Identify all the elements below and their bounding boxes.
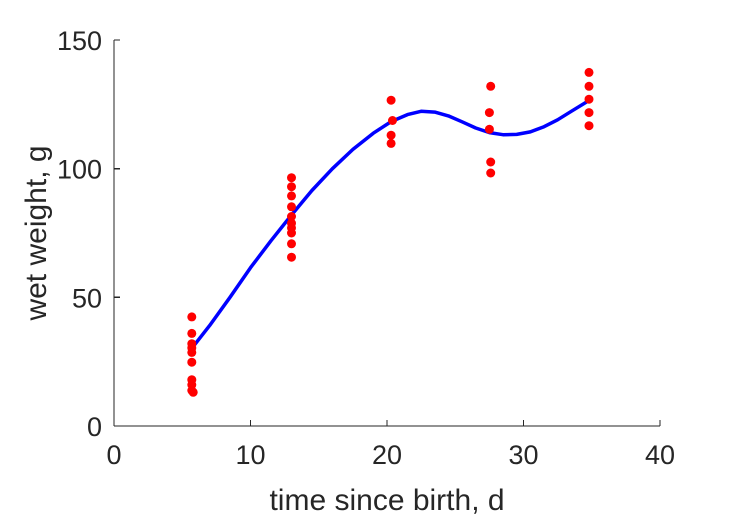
y-tick-label: 0 <box>87 412 102 442</box>
ticks: 0 10 20 30 40 0 50 100 150 <box>57 26 675 470</box>
data-point <box>287 239 296 249</box>
axes <box>113 40 660 427</box>
data-point <box>287 252 296 262</box>
data-point <box>484 108 494 118</box>
data-point <box>188 387 198 397</box>
data-point <box>287 182 296 192</box>
data-point <box>584 94 594 104</box>
data-point <box>486 81 496 91</box>
y-tick-label: 50 <box>72 283 102 313</box>
series-layer <box>187 67 594 397</box>
data-point <box>484 124 494 134</box>
x-tick-label: 30 <box>508 440 538 470</box>
x-tick-label: 20 <box>372 440 402 470</box>
fit-curve-line <box>190 98 591 351</box>
x-tick-label: 10 <box>235 440 265 470</box>
data-point <box>386 130 396 140</box>
data-point <box>486 168 496 178</box>
data-point <box>187 347 197 357</box>
data-point <box>584 121 594 131</box>
data-point <box>287 191 296 201</box>
x-tick-label: 0 <box>106 440 121 470</box>
y-tick-label: 150 <box>57 26 102 56</box>
x-tick-label: 40 <box>645 440 675 470</box>
data-point <box>287 212 296 221</box>
data-point <box>187 328 197 338</box>
data-point <box>584 108 594 118</box>
data-point <box>584 67 594 77</box>
y-axis-label: wet weight, g <box>20 145 53 321</box>
data-point <box>386 138 396 148</box>
data-point <box>388 116 397 125</box>
x-axis-label: time since birth, d <box>269 484 504 517</box>
data-point <box>486 157 496 167</box>
y-tick-label: 100 <box>57 155 102 185</box>
data-point <box>386 95 396 105</box>
data-point <box>287 228 296 238</box>
data-point <box>287 202 296 212</box>
data-point <box>584 81 594 91</box>
data-point <box>287 173 296 183</box>
data-point <box>187 357 197 367</box>
data-point <box>187 312 197 322</box>
